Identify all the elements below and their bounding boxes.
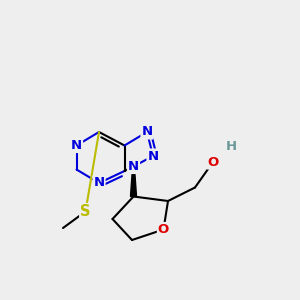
Text: S: S xyxy=(80,204,91,219)
Text: O: O xyxy=(207,155,219,169)
Text: N: N xyxy=(141,125,153,139)
Polygon shape xyxy=(130,167,136,197)
Text: N: N xyxy=(147,149,159,163)
Text: N: N xyxy=(93,176,105,190)
Text: O: O xyxy=(158,223,169,236)
Text: N: N xyxy=(128,160,139,173)
Text: H: H xyxy=(225,140,237,154)
Text: N: N xyxy=(71,139,82,152)
